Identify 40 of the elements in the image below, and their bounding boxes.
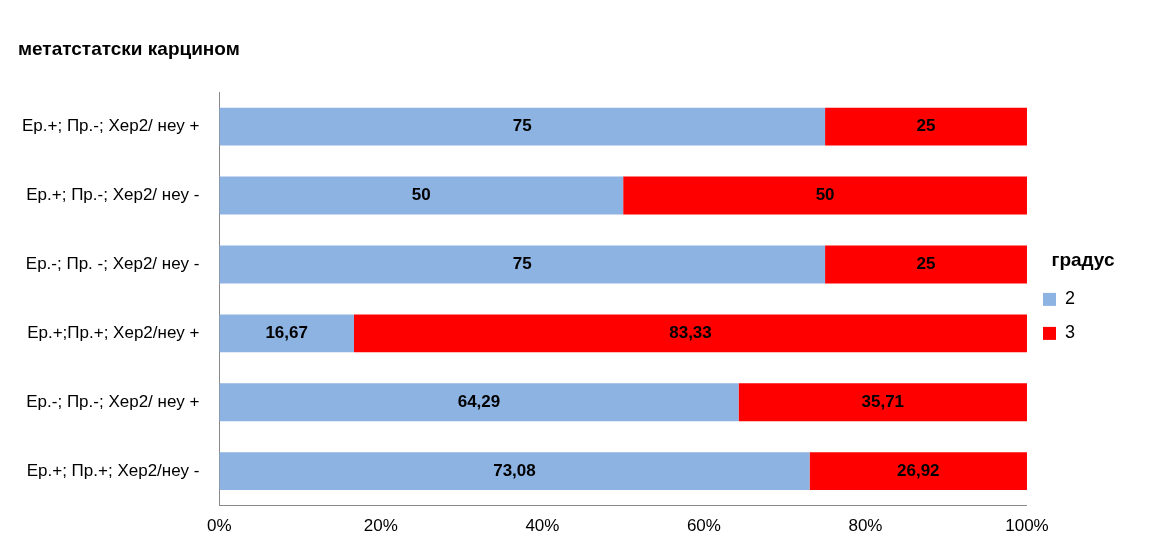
x-tick-label: 0% xyxy=(207,516,232,536)
bar xyxy=(809,452,1027,491)
x-tick-label: 80% xyxy=(848,516,883,536)
data-label: 64,29 xyxy=(457,391,501,411)
bar xyxy=(219,314,354,353)
data-label: 16,67 xyxy=(265,323,308,343)
y-tick-label: Ер.+; Пр.+; Хер2/неу - xyxy=(26,460,200,480)
bar xyxy=(623,176,1027,215)
legend-title: градус xyxy=(1051,249,1115,271)
data-label: 25 xyxy=(916,116,936,136)
x-tick-label: 20% xyxy=(363,516,398,536)
y-tick-label: Ер.+;Пр.+; Хер2/неу + xyxy=(27,323,200,343)
bar xyxy=(219,452,810,491)
bar xyxy=(219,383,739,422)
y-tick-label: Ер.-; Пр. -; Хер2/ неу - xyxy=(25,254,200,274)
bar xyxy=(738,383,1027,422)
x-tick-label: 60% xyxy=(686,516,721,536)
data-label: 50 xyxy=(815,185,835,205)
data-label: 75 xyxy=(512,116,532,136)
y-tick-label: Ер.+; Пр.-; Хер2/ неу + xyxy=(21,116,200,136)
bar xyxy=(219,107,826,146)
bar xyxy=(353,314,1027,353)
y-tick-label: Ер.+; Пр.-; Хер2/ неу - xyxy=(26,185,200,205)
legend-label: 2 xyxy=(1064,288,1129,309)
data-label: 25 xyxy=(916,254,936,274)
data-label: 83,33 xyxy=(669,323,712,343)
legend-label: 3 xyxy=(1064,322,1129,343)
x-tick-label: 100% xyxy=(1005,516,1049,536)
y-tick-label: Ер.-; Пр.-; Хер2/ неу + xyxy=(26,391,200,411)
bar xyxy=(219,245,826,284)
bar xyxy=(825,107,1027,146)
data-label: 35,71 xyxy=(861,391,905,411)
x-tick-label: 40% xyxy=(525,516,560,536)
data-label: 73,08 xyxy=(493,460,536,480)
data-label: 50 xyxy=(411,185,431,205)
bar xyxy=(219,176,624,215)
data-label: 26,92 xyxy=(897,460,940,480)
chart-title: метатстатски карцином xyxy=(18,38,240,60)
data-label: 75 xyxy=(512,254,532,274)
bar xyxy=(825,245,1027,284)
